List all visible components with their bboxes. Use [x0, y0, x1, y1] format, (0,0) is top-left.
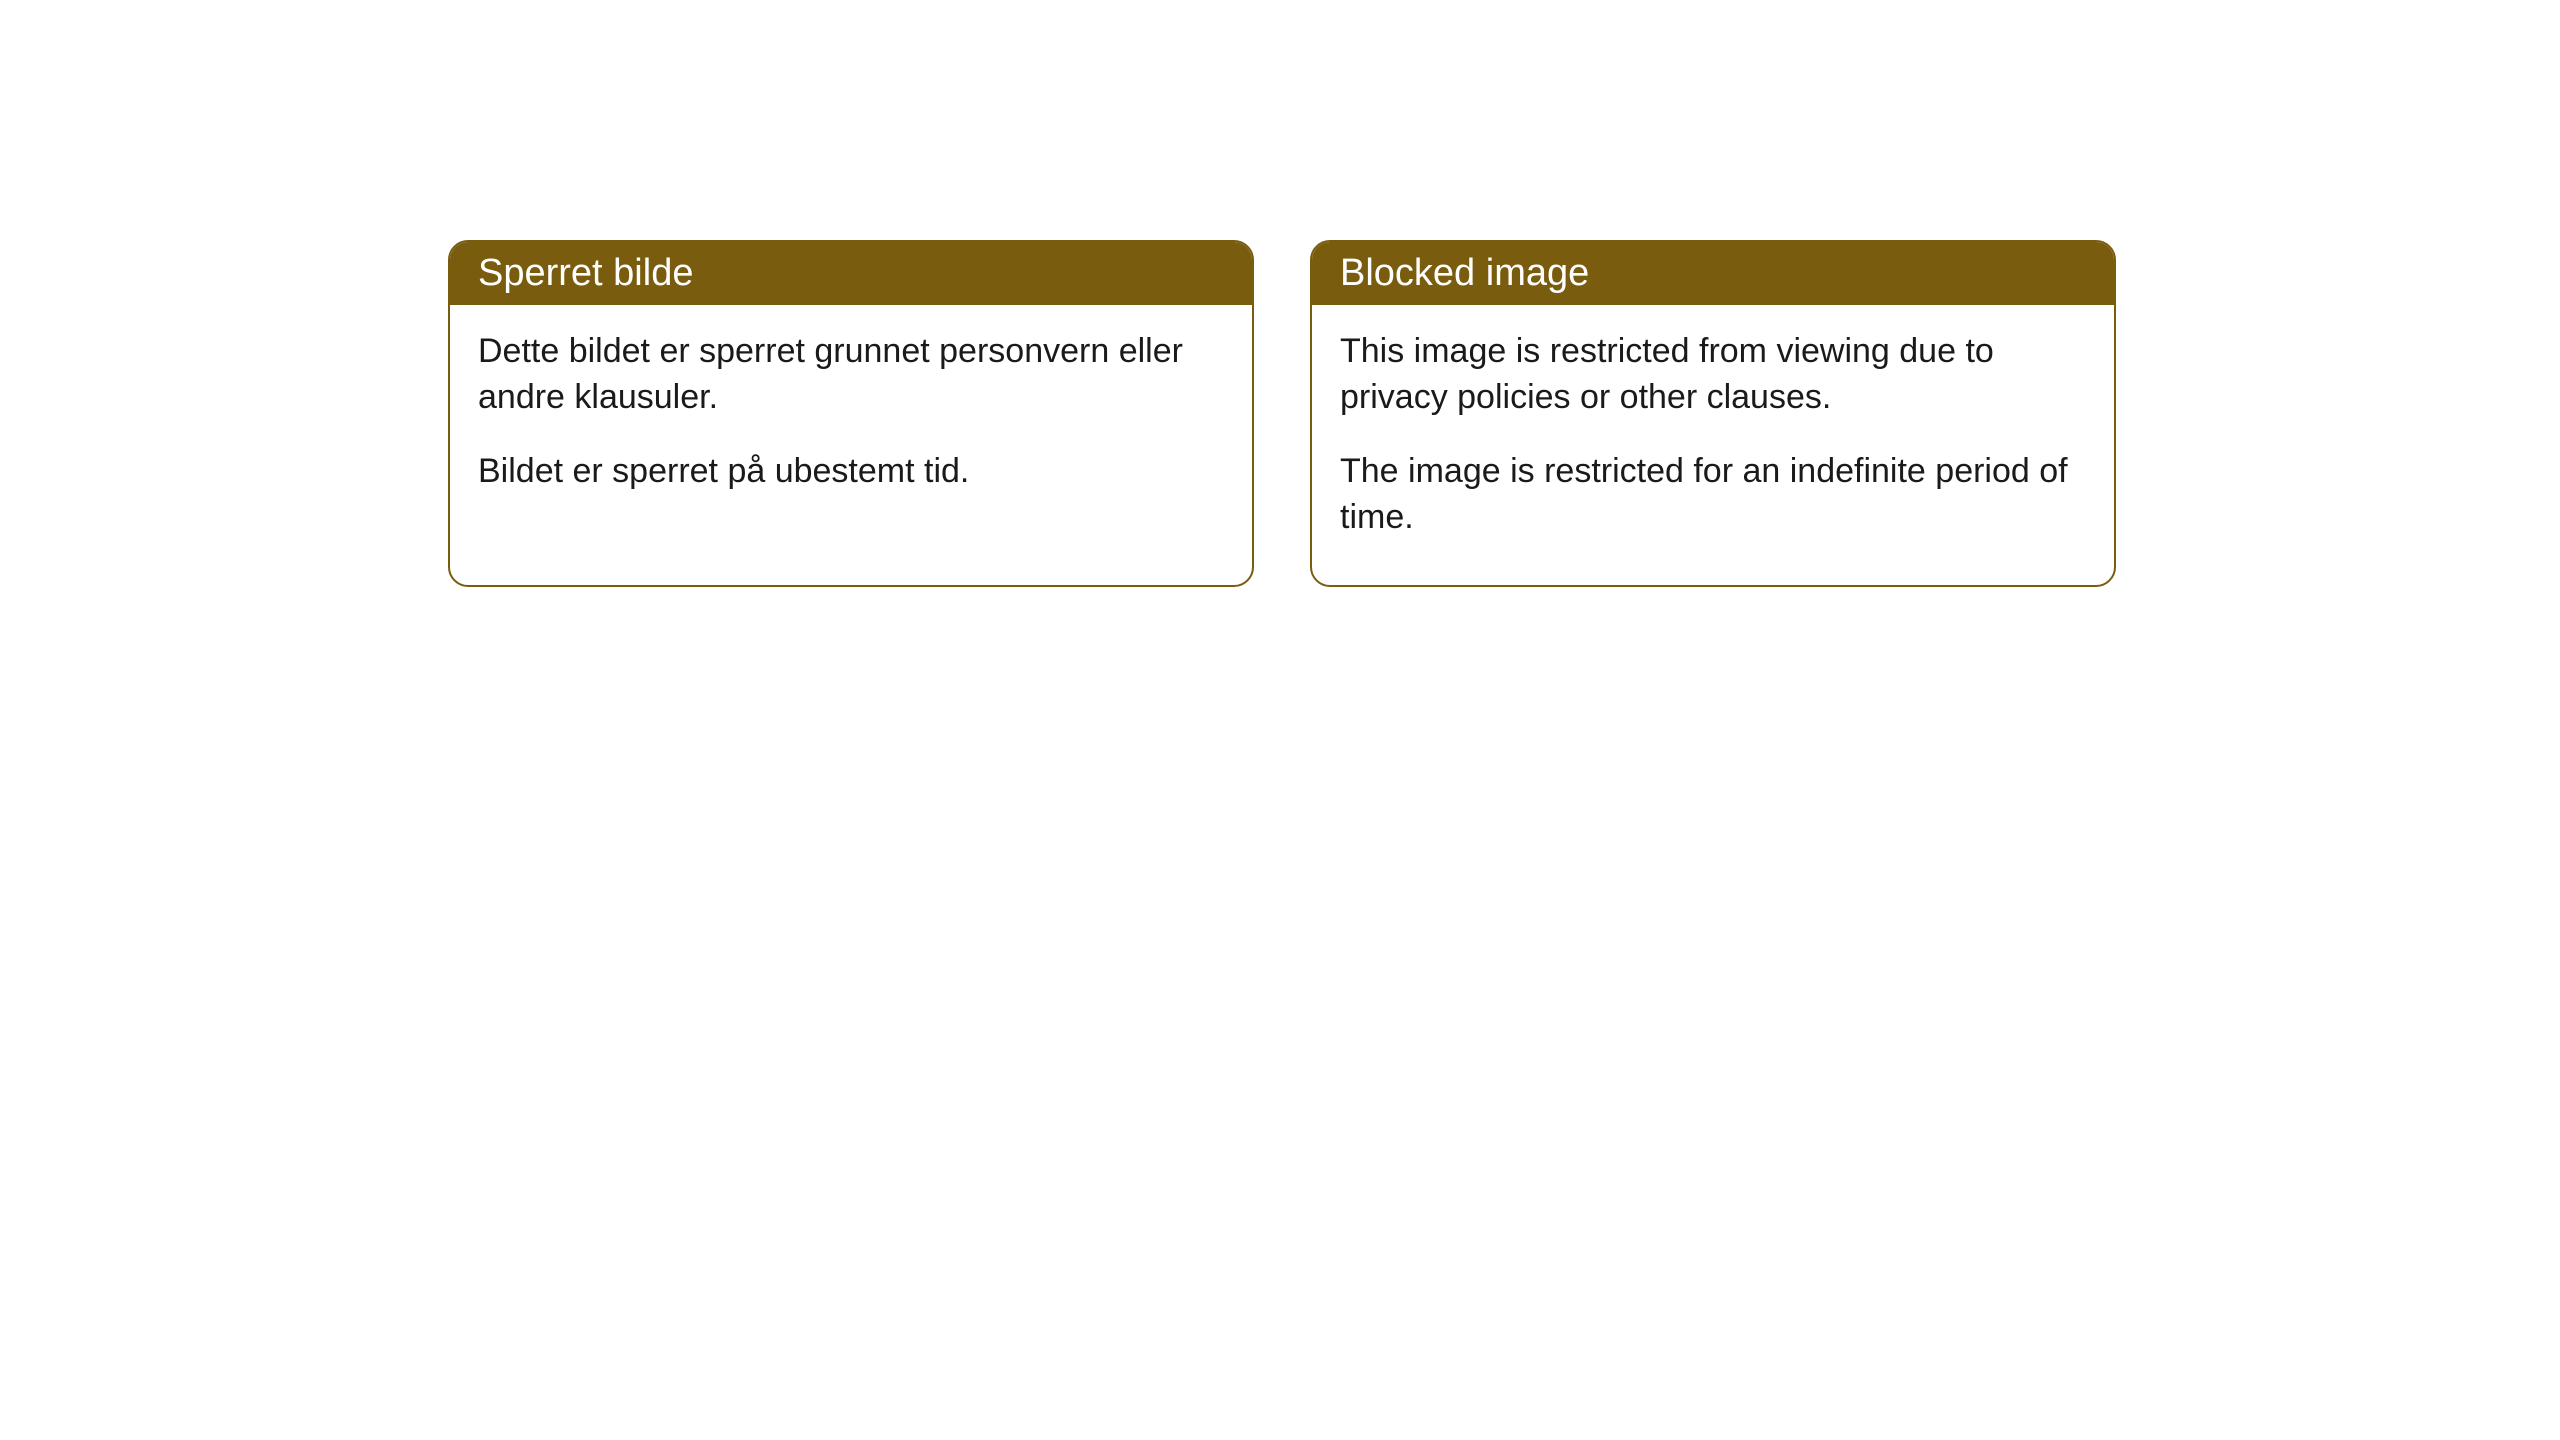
- card-header: Blocked image: [1312, 242, 2114, 305]
- card-header: Sperret bilde: [450, 242, 1252, 305]
- card-paragraph: Bildet er sperret på ubestemt tid.: [478, 449, 1224, 495]
- notice-cards-container: Sperret bilde Dette bildet er sperret gr…: [448, 240, 2116, 587]
- card-paragraph: The image is restricted for an indefinit…: [1340, 449, 2086, 541]
- card-title: Blocked image: [1340, 252, 1589, 294]
- card-paragraph: This image is restricted from viewing du…: [1340, 329, 2086, 421]
- notice-card-norwegian: Sperret bilde Dette bildet er sperret gr…: [448, 240, 1254, 587]
- card-body: This image is restricted from viewing du…: [1312, 305, 2114, 585]
- notice-card-english: Blocked image This image is restricted f…: [1310, 240, 2116, 587]
- card-paragraph: Dette bildet er sperret grunnet personve…: [478, 329, 1224, 421]
- card-title: Sperret bilde: [478, 252, 693, 294]
- card-body: Dette bildet er sperret grunnet personve…: [450, 305, 1252, 539]
